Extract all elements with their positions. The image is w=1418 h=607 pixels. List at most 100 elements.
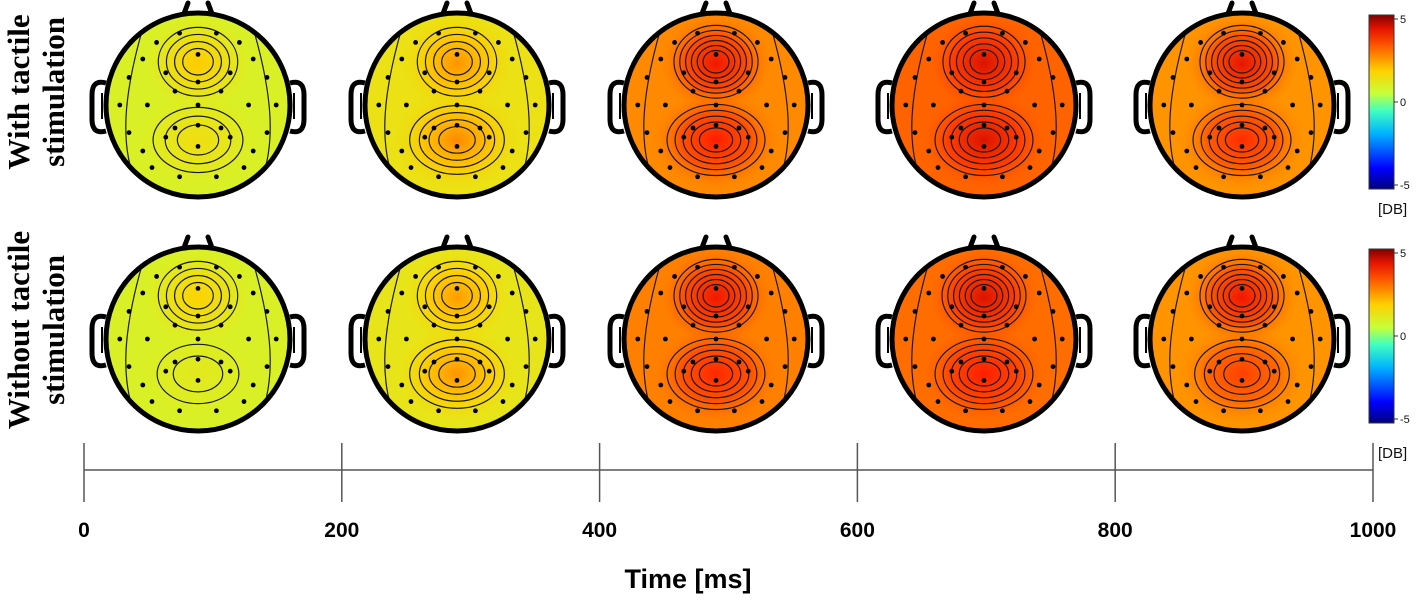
electrode-dot bbox=[1036, 148, 1042, 154]
electrode-dot bbox=[768, 148, 774, 154]
electrode-dot bbox=[523, 309, 529, 314]
ear-icon bbox=[1075, 313, 1093, 369]
electrode-dot bbox=[713, 122, 719, 128]
electrode-dot bbox=[218, 125, 224, 131]
electrode-dot bbox=[436, 264, 441, 270]
topomap-grid bbox=[89, 0, 1351, 434]
electrode-dot bbox=[1239, 313, 1245, 319]
electrode-dot bbox=[940, 40, 945, 45]
topomap-with-300ms bbox=[348, 0, 566, 200]
electrode-dot bbox=[681, 368, 687, 374]
electrode-dot bbox=[1161, 336, 1167, 342]
electrode-dot bbox=[523, 75, 529, 80]
electrode-dot bbox=[672, 274, 677, 279]
electrode-dot bbox=[436, 408, 441, 414]
electrode-dot bbox=[246, 102, 252, 108]
electrode-dot bbox=[1216, 322, 1222, 328]
electrode-dot bbox=[250, 290, 256, 296]
electrode-dot bbox=[782, 364, 788, 369]
electrode-dot bbox=[1036, 56, 1042, 62]
electrode-dot bbox=[1032, 102, 1037, 108]
electrode-dot bbox=[1170, 75, 1176, 80]
electrode-dot bbox=[1285, 165, 1291, 170]
electrode-dot bbox=[736, 359, 742, 365]
row-label-with-line1: With tactile bbox=[1, 14, 36, 169]
electrode-dot bbox=[163, 368, 169, 374]
electrode-dot bbox=[195, 378, 201, 383]
electrode-dot bbox=[644, 130, 650, 136]
electrode-dot bbox=[264, 309, 270, 314]
ear-icon bbox=[1133, 313, 1151, 369]
ear-icon bbox=[1333, 79, 1351, 135]
electrode-dot bbox=[399, 148, 405, 154]
electrode-dot bbox=[1004, 359, 1010, 365]
electrode-dot bbox=[500, 399, 506, 404]
electrode-dot bbox=[1198, 274, 1203, 279]
electrode-dot bbox=[1189, 336, 1194, 342]
electrode-dot bbox=[635, 102, 641, 108]
electrode-dot bbox=[681, 304, 687, 310]
electrodes bbox=[1161, 264, 1323, 414]
electrode-dot bbox=[1239, 79, 1245, 85]
electrode-dot bbox=[496, 40, 501, 45]
electrode-dot bbox=[241, 165, 247, 170]
electrode-dot bbox=[1317, 336, 1323, 342]
head-outline bbox=[1147, 10, 1337, 200]
electrode-dot bbox=[926, 382, 932, 388]
electrode-dot bbox=[1013, 134, 1019, 140]
electrode-dot bbox=[454, 144, 460, 149]
electrode-dot bbox=[1308, 364, 1314, 369]
head-outline bbox=[889, 10, 1079, 200]
electrode-dot bbox=[903, 336, 909, 342]
electrode-dot bbox=[926, 290, 932, 296]
electrode-dot bbox=[523, 364, 529, 369]
electrode-dot bbox=[163, 70, 169, 76]
electrode-dot bbox=[949, 304, 955, 310]
contour-lines bbox=[384, 13, 530, 197]
electrode-dot bbox=[1317, 102, 1323, 108]
electrode-dot bbox=[1000, 30, 1005, 36]
electrode-dot bbox=[644, 364, 650, 369]
electrode-dot bbox=[422, 368, 428, 374]
electrode-dot bbox=[1207, 134, 1213, 140]
electrode-dot bbox=[376, 336, 382, 342]
time-axis-tick-label: 200 bbox=[324, 519, 359, 542]
electrode-dot bbox=[140, 56, 146, 62]
electrodes bbox=[117, 30, 279, 180]
electrode-dot bbox=[264, 75, 270, 80]
ear-icon bbox=[1075, 79, 1093, 135]
ear-icon bbox=[548, 79, 566, 135]
electrode-dot bbox=[195, 52, 201, 57]
electrode-dot bbox=[745, 70, 751, 76]
electrode-dot bbox=[963, 264, 968, 270]
electrode-dot bbox=[981, 79, 987, 85]
electrode-dot bbox=[981, 102, 987, 108]
electrode-dot bbox=[981, 356, 987, 362]
electrode-dot bbox=[454, 102, 460, 108]
electrode-dot bbox=[963, 30, 968, 36]
electrode-dot bbox=[385, 130, 391, 136]
electrode-dot bbox=[486, 70, 492, 76]
electrode-dot bbox=[658, 56, 664, 62]
electrode-dot bbox=[690, 125, 696, 131]
electrode-dot bbox=[1216, 125, 1222, 131]
electrode-dot bbox=[1013, 304, 1019, 310]
electrode-dot bbox=[1258, 174, 1263, 180]
electrode-dot bbox=[172, 322, 178, 328]
electrode-dot bbox=[241, 399, 247, 404]
parietal-hotspot bbox=[919, 323, 1049, 425]
electrode-dot bbox=[695, 264, 700, 270]
electrode-dot bbox=[385, 309, 391, 314]
electrode-dot bbox=[195, 336, 201, 342]
contour-lines bbox=[1169, 13, 1315, 197]
electrode-dot bbox=[454, 378, 460, 383]
electrode-dot bbox=[736, 88, 742, 94]
electrode-dot bbox=[958, 359, 964, 365]
electrode-dot bbox=[690, 322, 696, 328]
electrode-dot bbox=[264, 364, 270, 369]
electrode-dot bbox=[214, 408, 219, 414]
electrode-dot bbox=[1271, 134, 1277, 140]
electrode-dot bbox=[912, 130, 918, 136]
electrodes bbox=[1161, 30, 1323, 180]
electrode-dot bbox=[713, 102, 719, 108]
